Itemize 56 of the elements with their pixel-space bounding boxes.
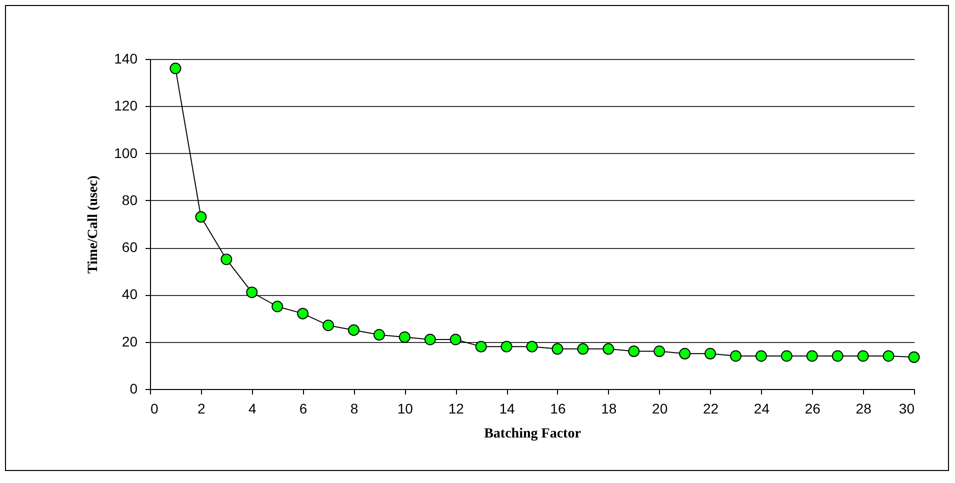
point	[628, 346, 640, 358]
point	[322, 320, 334, 332]
x-tick-label: 26	[804, 400, 821, 416]
point	[398, 331, 410, 343]
point	[297, 308, 309, 320]
x-tick-label: 20	[652, 400, 668, 416]
point	[272, 300, 284, 312]
y-tick-label: 120	[114, 98, 138, 114]
point	[908, 351, 920, 363]
point	[450, 334, 462, 346]
y-tick-label: 40	[122, 286, 138, 302]
point	[475, 340, 487, 352]
point	[654, 346, 666, 358]
point	[246, 286, 258, 298]
x-tick-label: 28	[856, 400, 872, 416]
x-tick-label: 0	[150, 400, 158, 416]
x-tick-label: 14	[499, 400, 516, 416]
point	[526, 340, 538, 352]
point	[373, 329, 385, 341]
x-tick-label: 12	[448, 400, 464, 416]
point	[704, 348, 716, 360]
x-tick-label: 8	[350, 400, 358, 416]
y-tick-label: 60	[122, 239, 138, 256]
y-tick-label: 100	[114, 144, 138, 161]
point	[679, 348, 691, 360]
x-tick-label: 2	[198, 400, 206, 416]
x-tick-label: 16	[550, 400, 566, 416]
point	[832, 350, 844, 362]
point	[882, 350, 894, 362]
x-tick-label: 6	[299, 400, 308, 416]
x-tick-label: 18	[601, 400, 617, 416]
point	[577, 343, 589, 355]
point	[602, 343, 614, 355]
point	[424, 334, 436, 346]
x-axis-title: Batching Factor	[484, 426, 581, 442]
point	[857, 350, 869, 362]
x-tick-label: 4	[248, 400, 256, 416]
point	[780, 350, 792, 362]
y-tick-label: 0	[130, 380, 138, 396]
x-tick-label: 30	[898, 400, 915, 416]
point	[755, 350, 767, 362]
y-tick-label: 140	[114, 50, 138, 66]
point	[348, 324, 360, 336]
y-tick-label: 80	[122, 192, 138, 208]
point	[220, 254, 232, 266]
y-tick-label: 20	[122, 333, 138, 350]
x-tick-label: 24	[754, 400, 770, 416]
point	[806, 350, 818, 362]
y-axis-title: Time/Call (usec)	[86, 175, 102, 274]
point	[500, 340, 512, 352]
point	[195, 211, 207, 223]
x-tick-label: 22	[702, 400, 719, 416]
point	[552, 343, 564, 355]
point	[170, 62, 182, 74]
x-tick-label: 10	[397, 400, 414, 416]
point	[730, 350, 742, 362]
